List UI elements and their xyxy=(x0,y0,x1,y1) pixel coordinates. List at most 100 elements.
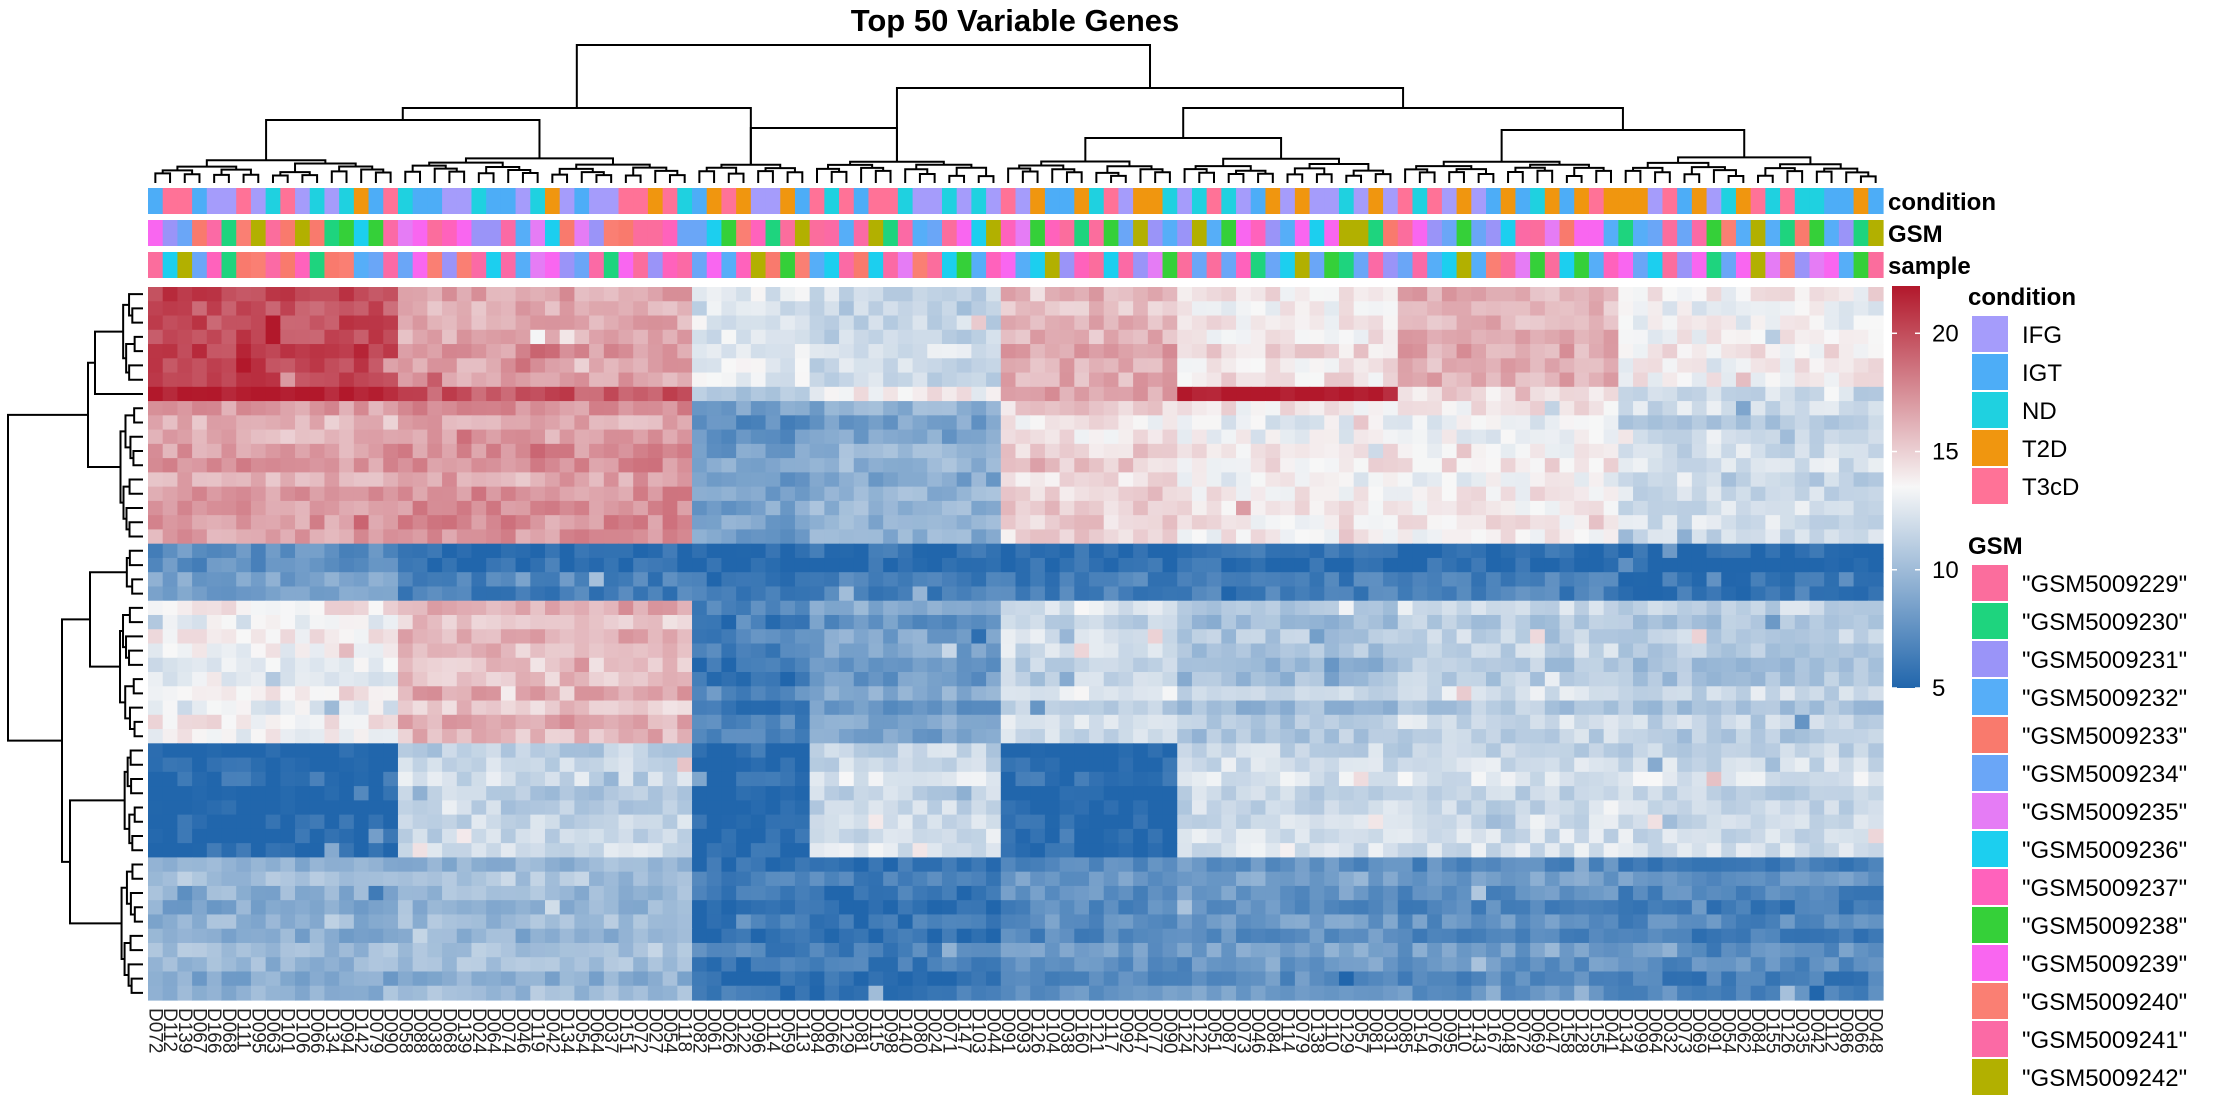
heatmap-cell xyxy=(1706,372,1722,388)
heatmap-cell xyxy=(1206,458,1222,473)
heatmap-cell xyxy=(1177,458,1193,473)
heatmap-cell xyxy=(471,729,487,744)
heatmap-cell xyxy=(956,458,972,473)
heatmap-cell xyxy=(794,600,811,616)
heatmap-cell xyxy=(1162,771,1178,787)
heatmap-cell xyxy=(1133,301,1149,317)
heatmap-cell xyxy=(1118,771,1134,787)
heatmap-cell xyxy=(1809,572,1825,588)
heatmap-cell xyxy=(1059,814,1075,830)
heatmap-cell xyxy=(780,329,796,345)
heatmap-cell xyxy=(1265,458,1281,473)
heatmap-cell xyxy=(1544,429,1561,445)
heatmap-cell xyxy=(236,543,252,559)
heatmap-cell xyxy=(515,557,531,573)
heatmap-cell xyxy=(839,287,855,302)
heatmap-cell xyxy=(1074,686,1090,702)
heatmap-cell xyxy=(1236,743,1252,759)
heatmap-cell xyxy=(427,458,443,473)
heatmap-cell xyxy=(1515,657,1531,673)
heatmap-cell xyxy=(1324,329,1340,345)
heatmap-cell xyxy=(162,586,178,602)
heatmap-cell xyxy=(1588,486,1605,502)
annotation-cell xyxy=(442,188,458,214)
heatmap-cell xyxy=(309,543,326,559)
heatmap-cell xyxy=(868,486,884,502)
heatmap-cell xyxy=(677,657,693,673)
annotation-cell xyxy=(574,188,590,214)
heatmap-cell xyxy=(912,472,928,488)
heatmap-cell xyxy=(1735,757,1752,773)
heatmap-cell xyxy=(1397,287,1414,302)
heatmap-cell xyxy=(941,786,958,801)
heatmap-cell xyxy=(853,515,870,531)
heatmap-cell xyxy=(1486,500,1502,516)
heatmap-cell xyxy=(1074,429,1090,445)
heatmap-cell xyxy=(1000,529,1017,545)
heatmap-cell xyxy=(1250,401,1267,416)
heatmap-cell xyxy=(1206,629,1222,645)
heatmap-cell xyxy=(1162,529,1178,545)
heatmap-cell xyxy=(427,401,443,416)
heatmap-cell xyxy=(1103,472,1120,488)
heatmap-cell xyxy=(1162,472,1178,488)
heatmap-cell xyxy=(486,771,502,787)
heatmap-cell xyxy=(706,344,723,359)
annotation-cell xyxy=(721,188,737,214)
heatmap-cell xyxy=(383,329,399,345)
heatmap-cell xyxy=(765,657,781,673)
heatmap-cell xyxy=(1338,486,1355,502)
heatmap-cell xyxy=(1441,686,1458,702)
heatmap-cell xyxy=(692,500,708,516)
heatmap-cell xyxy=(603,472,620,488)
heatmap-cell xyxy=(236,287,252,302)
heatmap-cell xyxy=(1441,472,1458,488)
heatmap-cell xyxy=(1735,386,1752,402)
heatmap-cell xyxy=(1324,500,1340,516)
heatmap-cell xyxy=(1324,415,1340,431)
heatmap-cell xyxy=(1250,415,1267,431)
annotation-cell xyxy=(941,252,958,278)
annotation-cell xyxy=(897,252,914,278)
heatmap-cell xyxy=(192,700,208,716)
heatmap-cell xyxy=(589,458,605,473)
heatmap-cell xyxy=(765,800,781,816)
heatmap-cell xyxy=(486,557,502,573)
heatmap-cell xyxy=(824,757,840,773)
heatmap-cell xyxy=(324,729,340,744)
heatmap-cell xyxy=(1574,372,1590,388)
heatmap-cell xyxy=(1044,629,1061,645)
heatmap-cell xyxy=(1486,358,1502,374)
heatmap-cell xyxy=(339,572,355,588)
heatmap-cell xyxy=(1765,486,1781,502)
heatmap-cell xyxy=(1456,771,1472,787)
heatmap-cell xyxy=(1000,443,1017,459)
heatmap-cell xyxy=(662,515,678,531)
heatmap-cell xyxy=(1368,800,1384,816)
heatmap-cell xyxy=(1206,315,1222,331)
heatmap-cell xyxy=(633,401,649,416)
heatmap-cell xyxy=(1368,572,1384,588)
heatmap-cell xyxy=(956,329,972,345)
heatmap-cell xyxy=(897,358,914,374)
heatmap-cell xyxy=(1059,543,1075,559)
annotation-cell xyxy=(1221,252,1237,278)
heatmap-cell xyxy=(1368,472,1384,488)
heatmap-cell xyxy=(1647,401,1664,416)
annotation-cell xyxy=(1486,220,1502,246)
heatmap-cell xyxy=(1735,743,1752,759)
heatmap-cell xyxy=(1324,771,1340,787)
heatmap-cell xyxy=(677,629,693,645)
heatmap-cell xyxy=(544,714,561,730)
heatmap-cell xyxy=(1544,486,1561,502)
heatmap-cell xyxy=(941,458,958,473)
heatmap-cell xyxy=(1412,344,1428,359)
heatmap-cell xyxy=(1162,629,1178,645)
heatmap-cell xyxy=(353,415,370,431)
heatmap-cell xyxy=(1059,572,1075,588)
heatmap-cell xyxy=(1294,672,1311,687)
heatmap-cell xyxy=(1309,629,1325,645)
heatmap-cell xyxy=(1221,672,1237,687)
heatmap-cell xyxy=(662,372,678,388)
heatmap-cell xyxy=(1735,458,1752,473)
